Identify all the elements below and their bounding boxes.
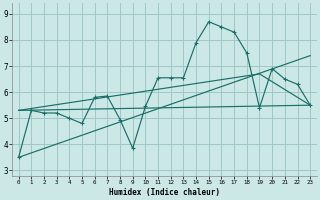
X-axis label: Humidex (Indice chaleur): Humidex (Indice chaleur) bbox=[109, 188, 220, 197]
